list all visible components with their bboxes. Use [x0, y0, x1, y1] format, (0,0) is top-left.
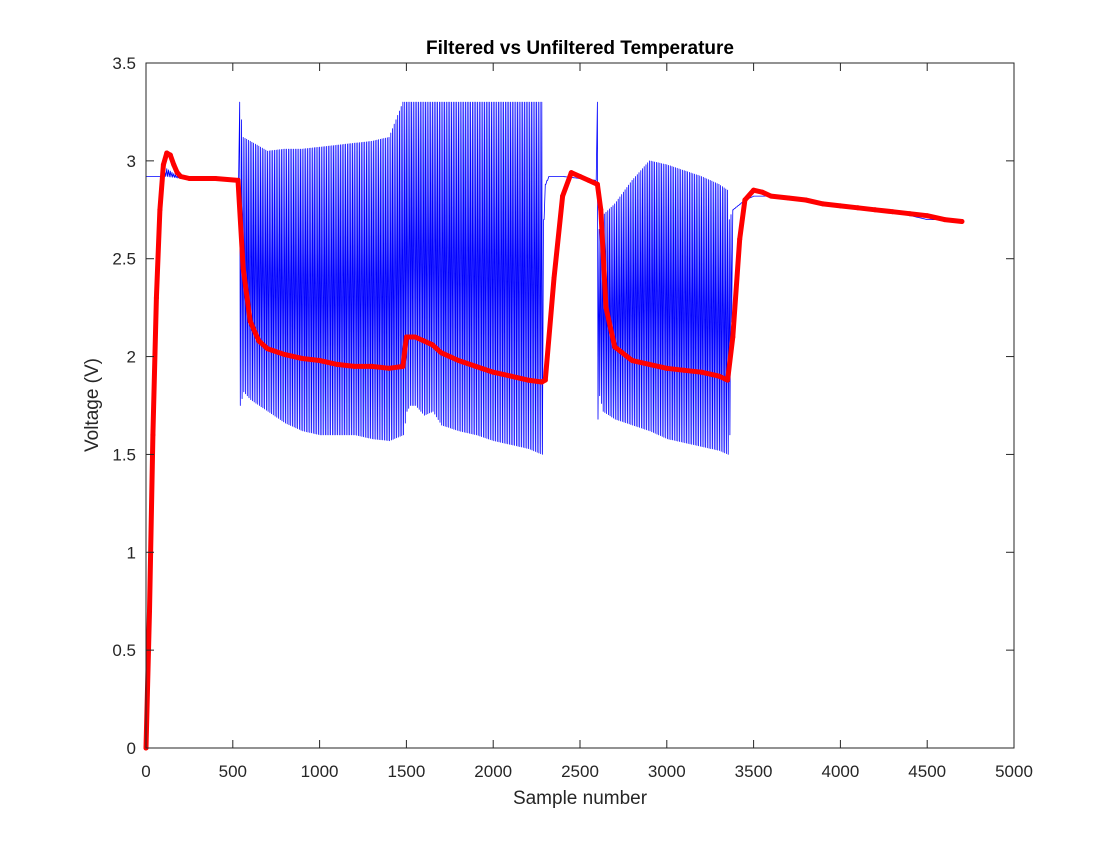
x-tick-label: 4500 [908, 762, 946, 781]
filtered-data-point [456, 358, 461, 363]
plot-area-frame [145, 62, 1015, 749]
filtered-data-point [716, 373, 722, 379]
filtered-data-point [737, 236, 743, 242]
filtered-data-point [785, 195, 791, 201]
filtered-data-point [924, 213, 930, 219]
filtered-data-point [560, 193, 566, 199]
filtered-data-point [646, 361, 652, 367]
filtered-data-point [730, 334, 736, 340]
filtered-data-point [768, 193, 774, 199]
filtered-data-point [150, 432, 156, 438]
filtered-data-point [568, 170, 574, 176]
filtered-data-point [153, 295, 159, 301]
filtered-data-point [508, 373, 514, 379]
filtered-data-point [317, 358, 323, 363]
filtered-data-point [942, 217, 948, 223]
x-tick-label: 5000 [995, 762, 1033, 781]
filtered-data-point [612, 344, 618, 350]
filtered-data-point [751, 187, 757, 193]
y-tick-label: 1.5 [112, 445, 136, 464]
filtered-data-point [473, 363, 479, 369]
x-tick-label: 3500 [735, 762, 773, 781]
y-tick-label: 3 [127, 152, 136, 171]
filtered-data-point [178, 174, 184, 179]
filtered-data-point [157, 207, 163, 213]
y-tick-label: 0 [127, 739, 136, 758]
filtered-data-point [240, 266, 246, 271]
filtered-data-point [855, 205, 861, 211]
filtered-data-point [265, 346, 270, 352]
x-tick-label: 4000 [821, 762, 859, 781]
filtered-data-point [551, 275, 557, 281]
filtered-data-point [282, 352, 288, 358]
x-axis-label: Sample number [513, 788, 648, 809]
filtered-data-point [742, 197, 748, 203]
filtered-data-point [725, 377, 731, 383]
filtered-data-point [299, 356, 305, 361]
filtered-data-point [803, 197, 809, 203]
filtered-data-point [490, 369, 496, 375]
filtered-data-point [890, 209, 895, 215]
filtered-data-point [174, 170, 180, 176]
y-tick-label: 0.5 [112, 641, 136, 660]
series-layer [143, 101, 965, 751]
filtered-data-point [403, 334, 409, 340]
filtered-data-point [629, 358, 635, 363]
filtered-data-point [429, 342, 435, 348]
filtered-data-point [186, 176, 192, 181]
y-tick-label: 3.5 [112, 54, 136, 73]
filtered-data-point [586, 177, 592, 183]
x-tick-label: 1500 [387, 762, 425, 781]
filtered-data-point [334, 361, 340, 367]
filtered-data-point [256, 338, 262, 344]
filtered-data-point [386, 365, 392, 371]
filtered-series [143, 150, 965, 751]
filtered-data-point [160, 162, 166, 168]
filtered-data-point [525, 377, 531, 383]
filtered-data-point [412, 334, 418, 340]
filtered-data-point [171, 162, 177, 168]
filtered-data-point [167, 152, 173, 158]
filtered-data-point [577, 174, 583, 179]
filtered-data-point [820, 201, 826, 207]
filtered-data-point [147, 608, 152, 614]
x-tick-label: 3000 [648, 762, 686, 781]
filtered-data-point [598, 207, 604, 213]
filtered-data-point [872, 207, 878, 213]
filtered-data-point [438, 350, 444, 356]
filtered-data-point [421, 338, 427, 344]
filtered-data-point [594, 181, 600, 187]
x-tick-label: 1000 [301, 762, 339, 781]
filtered-data-point [369, 363, 375, 369]
filtered-data-point [400, 363, 406, 369]
y-axis-label: Voltage (V) [82, 358, 103, 452]
x-tick-label: 500 [219, 762, 247, 781]
filtered-data-point [247, 318, 253, 324]
y-tick-label: 1 [127, 543, 136, 562]
filtered-data-point [212, 176, 218, 181]
filtered-data-point [759, 189, 765, 195]
y-tick-label: 2 [127, 348, 136, 367]
x-tick-label: 2500 [561, 762, 599, 781]
filtered-data-point [235, 177, 241, 183]
filtered-data-point [837, 203, 843, 209]
filtered-data-point [664, 365, 670, 371]
x-tick-label: 2000 [474, 762, 512, 781]
filtered-data-point [351, 363, 357, 369]
filtered-data-point [699, 369, 704, 375]
tick-layer: 0 500 1000 1500 2000 2500 3000 3500 4000 4500 5000… [112, 54, 1033, 781]
x-tick-label: 0 [141, 762, 150, 781]
filtered-data-point [195, 176, 201, 181]
filtered-data-point [681, 367, 687, 373]
filtered-data-point [542, 377, 548, 383]
y-tick-label: 2.5 [112, 250, 136, 269]
chart-title: Filtered vs Unfiltered Temperature [426, 38, 734, 59]
filtered-data-point [959, 219, 965, 224]
filtered-data-point [603, 305, 609, 311]
filtered-data-point [907, 211, 913, 217]
